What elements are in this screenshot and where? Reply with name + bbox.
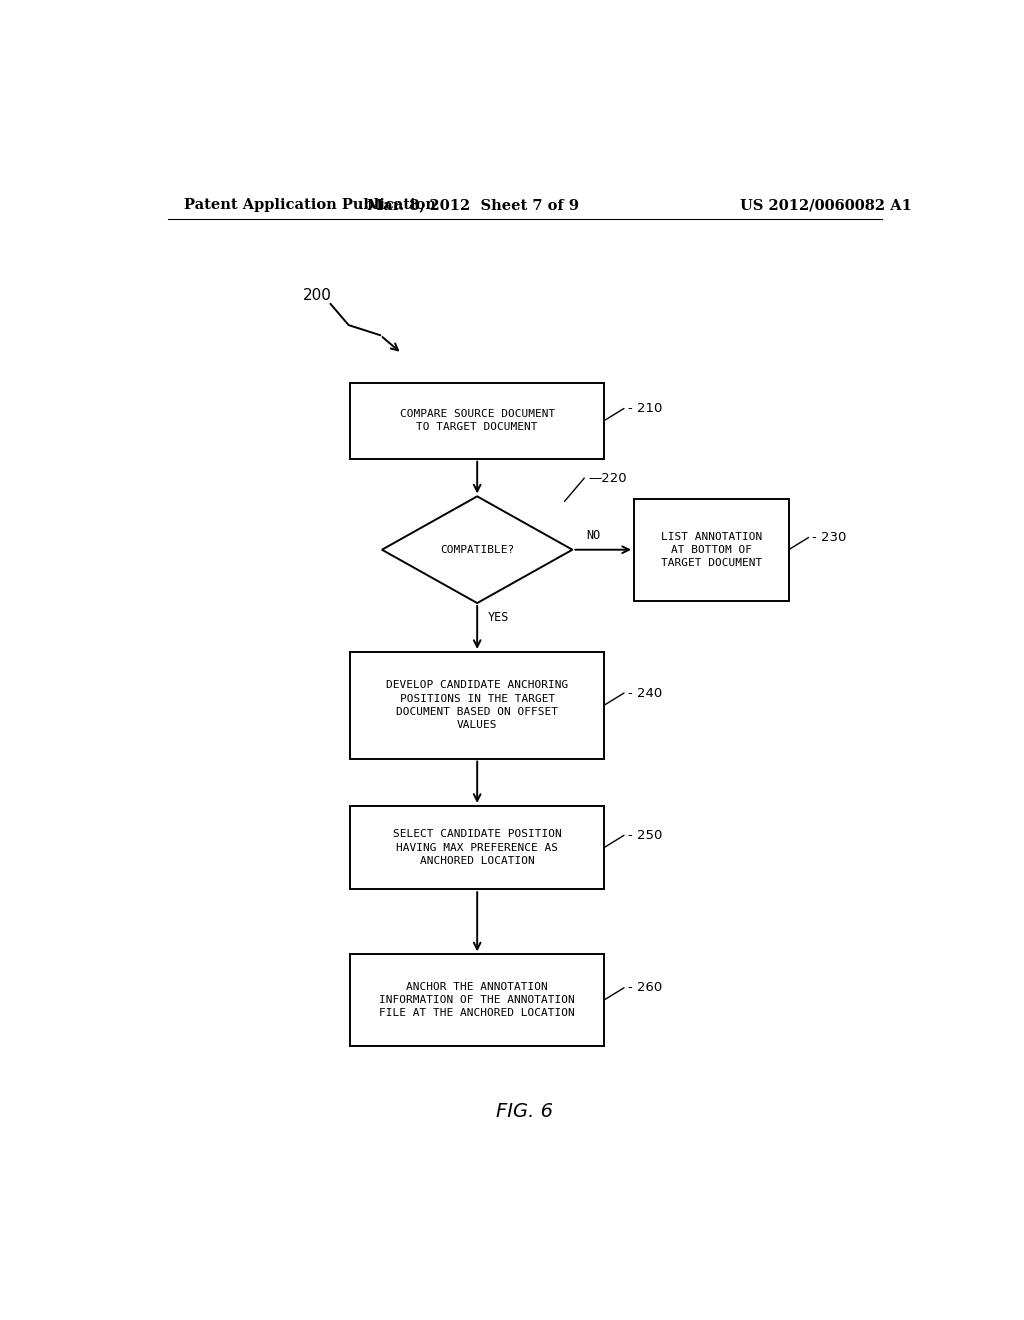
Bar — [350, 954, 604, 1045]
Bar — [350, 652, 604, 759]
Text: Mar. 8, 2012  Sheet 7 of 9: Mar. 8, 2012 Sheet 7 of 9 — [368, 198, 580, 213]
Text: —220: —220 — [588, 471, 627, 484]
Text: NO: NO — [587, 528, 601, 541]
Text: COMPARE SOURCE DOCUMENT
TO TARGET DOCUMENT: COMPARE SOURCE DOCUMENT TO TARGET DOCUME… — [399, 409, 555, 432]
Text: DEVELOP CANDIDATE ANCHORING
POSITIONS IN THE TARGET
DOCUMENT BASED ON OFFSET
VAL: DEVELOP CANDIDATE ANCHORING POSITIONS IN… — [386, 680, 568, 730]
Text: - 240: - 240 — [628, 686, 663, 700]
Text: FIG. 6: FIG. 6 — [497, 1102, 553, 1121]
Bar — [634, 499, 788, 601]
Text: - 260: - 260 — [628, 981, 663, 994]
Text: - 230: - 230 — [812, 531, 847, 544]
Polygon shape — [382, 496, 572, 603]
Bar — [350, 383, 604, 459]
Bar — [350, 805, 604, 890]
Text: - 250: - 250 — [628, 829, 663, 842]
Text: LIST ANNOTATION
AT BOTTOM OF
TARGET DOCUMENT: LIST ANNOTATION AT BOTTOM OF TARGET DOCU… — [660, 532, 762, 568]
Text: US 2012/0060082 A1: US 2012/0060082 A1 — [740, 198, 912, 213]
Text: SELECT CANDIDATE POSITION
HAVING MAX PREFERENCE AS
ANCHORED LOCATION: SELECT CANDIDATE POSITION HAVING MAX PRE… — [393, 829, 561, 866]
Text: COMPATIBLE?: COMPATIBLE? — [440, 545, 514, 554]
Text: - 210: - 210 — [628, 401, 663, 414]
Text: ANCHOR THE ANNOTATION
INFORMATION OF THE ANNOTATION
FILE AT THE ANCHORED LOCATIO: ANCHOR THE ANNOTATION INFORMATION OF THE… — [379, 982, 575, 1018]
Text: YES: YES — [487, 611, 509, 624]
Text: 200: 200 — [303, 288, 332, 304]
Text: Patent Application Publication: Patent Application Publication — [183, 198, 435, 213]
